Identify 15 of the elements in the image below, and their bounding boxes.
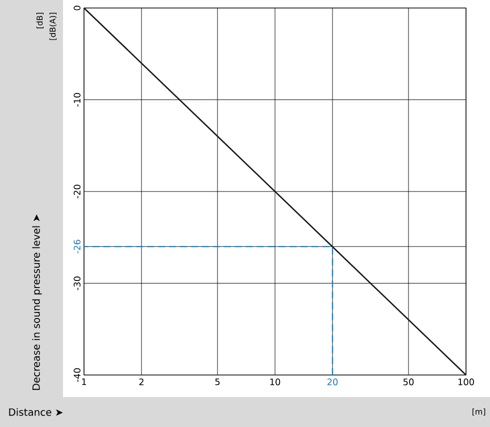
y-tick-label: -40 [74,368,80,382]
y-axis-title: Decrease in sound pressure level ➤ [32,214,42,390]
x-tick-label: 100 [458,378,474,386]
x-tick-label: 50 [403,378,414,386]
y-tick-label: -20 [74,184,80,198]
x-axis-title: Distance ➤ [9,408,63,416]
x-tick-label: 10 [270,378,280,386]
x-tick-label: 1 [82,378,86,386]
x-tick-label: 20 [327,378,338,386]
y-tick-label: 0 [74,6,80,10]
x-tick-label: 2 [139,378,144,386]
y-tick-label: -10 [74,93,80,107]
y-tick-label: -26 [74,240,80,254]
y-tick-label: -30 [74,276,80,290]
x-tick-label: 5 [215,378,220,386]
